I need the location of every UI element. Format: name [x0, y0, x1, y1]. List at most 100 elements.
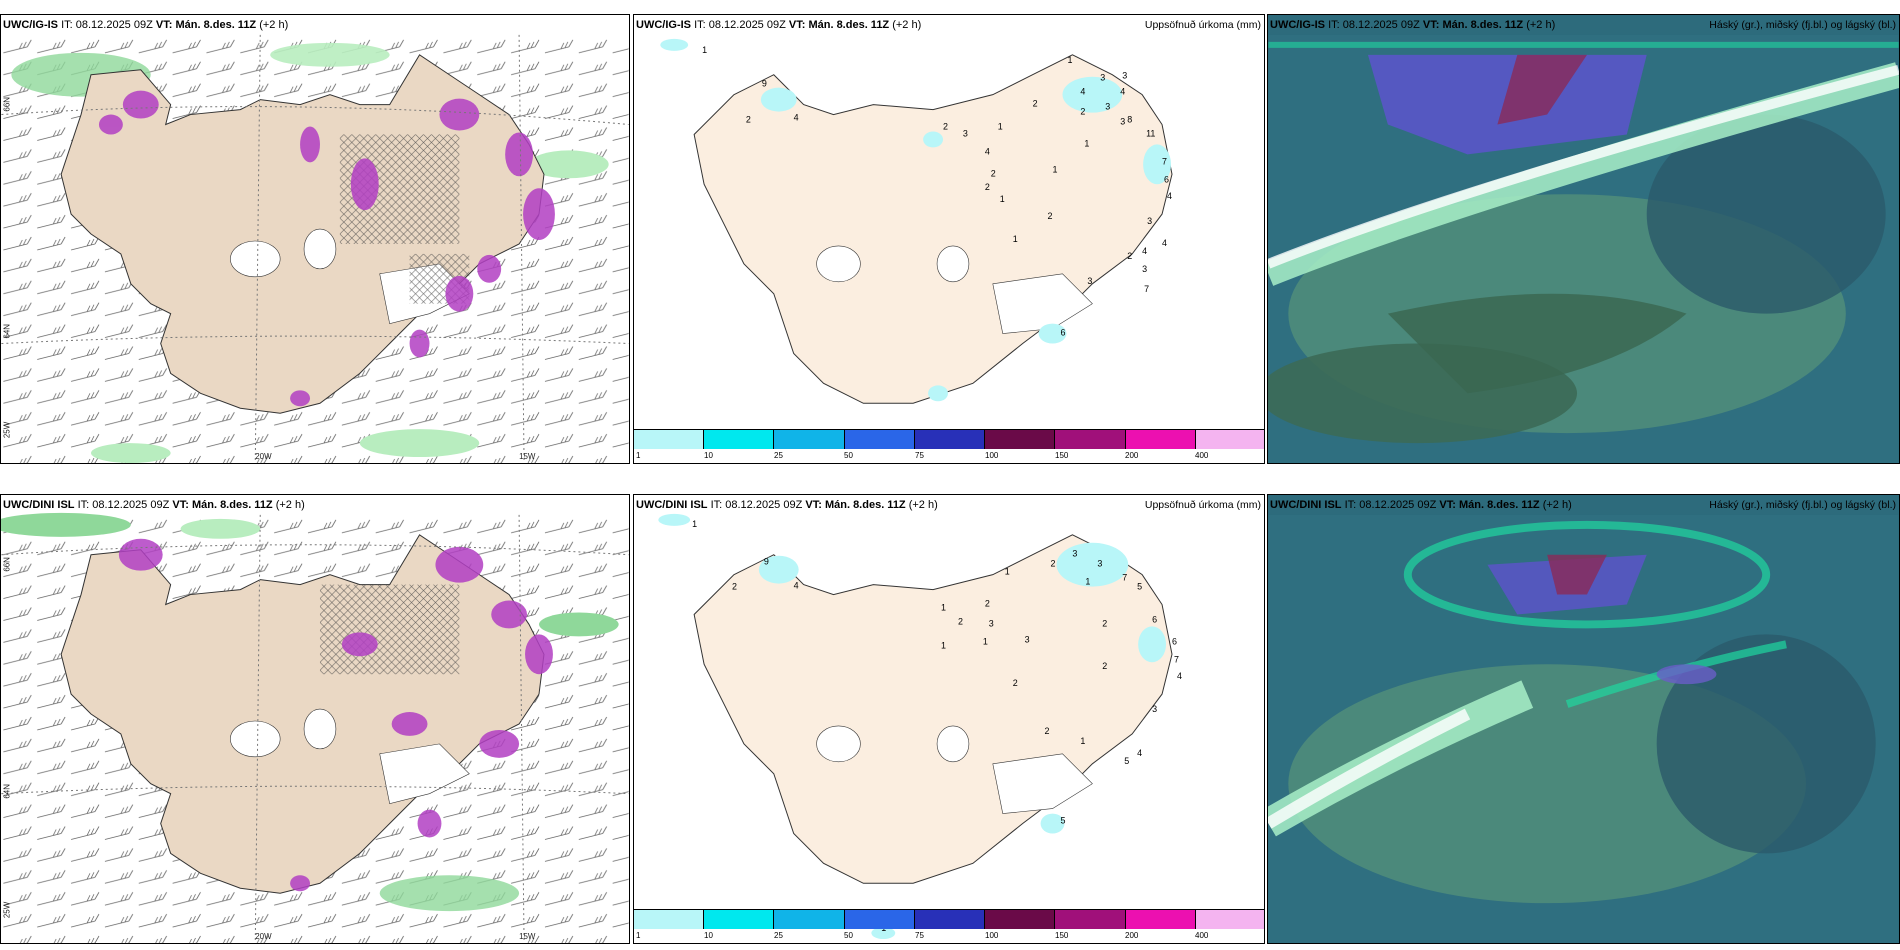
panel-header: UWC/IG-IS IT: 08.12.2025 09Z VT: Mán. 8.… — [636, 19, 922, 31]
svg-text:3: 3 — [1100, 73, 1105, 83]
svg-text:1: 1 — [1005, 567, 1010, 577]
panel-top-left-wind: UWC/IG-IS IT: 08.12.2025 09Z VT: Mán. 8.… — [0, 14, 630, 464]
colorbar-bin — [704, 430, 775, 449]
svg-text:6: 6 — [1172, 636, 1177, 646]
svg-text:2: 2 — [1033, 99, 1038, 109]
svg-text:3: 3 — [1105, 102, 1110, 112]
colorbar-bin — [704, 910, 775, 929]
svg-text:3: 3 — [1122, 71, 1127, 81]
svg-text:2: 2 — [1045, 726, 1050, 736]
svg-text:1: 1 — [1084, 138, 1089, 148]
svg-text:2: 2 — [1013, 678, 1018, 688]
svg-text:2: 2 — [1080, 107, 1085, 117]
cloud-title: Háský (gr.), miðský (fj.bl.) og lágský (… — [1709, 19, 1896, 31]
svg-text:8: 8 — [1127, 115, 1132, 125]
svg-text:4: 4 — [1137, 748, 1142, 758]
svg-text:1: 1 — [983, 636, 988, 646]
svg-text:2: 2 — [985, 599, 990, 609]
svg-text:1: 1 — [1085, 577, 1090, 587]
svg-text:7: 7 — [1144, 284, 1149, 294]
svg-text:3: 3 — [1087, 276, 1092, 286]
panel-top-middle-precip: UWC/IG-IS IT: 08.12.2025 09Z VT: Mán. 8.… — [633, 14, 1265, 464]
colorbar-bin — [774, 910, 845, 929]
svg-text:1: 1 — [941, 602, 946, 612]
svg-text:5: 5 — [1124, 756, 1129, 766]
panel-header: UWC/DINI ISL IT: 08.12.2025 09Z VT: Mán.… — [1270, 499, 1572, 511]
cloud-map — [1268, 514, 1899, 943]
svg-text:1: 1 — [1000, 194, 1005, 204]
svg-text:4: 4 — [794, 581, 799, 591]
svg-text:2: 2 — [1051, 559, 1056, 569]
svg-text:4: 4 — [1167, 191, 1172, 201]
colorbar-bin — [985, 910, 1056, 929]
colorbar-bin — [1125, 910, 1196, 929]
precip-title: Uppsöfnuð úrkoma (mm) — [1144, 499, 1261, 511]
svg-text:3: 3 — [1147, 216, 1152, 226]
colorbar-bin — [844, 910, 915, 929]
colorbar-bin — [1195, 430, 1264, 449]
wind-map: 20W 15W 66N 64N 25W — [1, 34, 629, 463]
svg-text:2: 2 — [958, 616, 963, 626]
svg-text:2: 2 — [732, 582, 737, 592]
svg-text:3: 3 — [1025, 634, 1030, 644]
svg-text:4: 4 — [985, 146, 990, 156]
svg-text:6: 6 — [1164, 174, 1169, 184]
colorbar-bin — [1055, 910, 1126, 929]
svg-text:2: 2 — [1102, 661, 1107, 671]
svg-text:2: 2 — [991, 168, 996, 178]
panel-top-right-clouds: UWC/IG-IS IT: 08.12.2025 09Z VT: Mán. 8.… — [1267, 14, 1900, 464]
lat-label-66n: 66N — [2, 97, 11, 112]
svg-text:1: 1 — [1053, 164, 1058, 174]
svg-text:7: 7 — [1174, 654, 1179, 664]
svg-text:1: 1 — [702, 45, 707, 55]
svg-text:1: 1 — [941, 640, 946, 650]
panel-header: UWC/IG-IS IT: 08.12.2025 09Z VT: Mán. 8.… — [1270, 19, 1556, 31]
lon-label-20w: 20W — [255, 452, 272, 461]
svg-text:4: 4 — [1142, 246, 1147, 256]
colorbar-bin — [1055, 430, 1126, 449]
svg-text:7: 7 — [1162, 156, 1167, 166]
svg-text:7: 7 — [1122, 573, 1127, 583]
panel-header: UWC/IG-IS IT: 08.12.2025 09Z VT: Mán. 8.… — [3, 19, 289, 31]
precip-title: Uppsöfnuð úrkoma (mm) — [1144, 19, 1261, 31]
colorbar-bin — [634, 430, 705, 449]
svg-text:4: 4 — [1177, 671, 1182, 681]
panel-header: UWC/DINI ISL IT: 08.12.2025 09Z VT: Mán.… — [636, 499, 938, 511]
lat-label-66n: 66N — [2, 557, 11, 572]
svg-text:1: 1 — [1013, 234, 1018, 244]
panel-header: UWC/DINI ISL IT: 08.12.2025 09Z VT: Mán.… — [3, 499, 305, 511]
svg-text:2: 2 — [1048, 211, 1053, 221]
svg-text:11: 11 — [1146, 128, 1155, 138]
precip-map: 1 2 9 4 3 3 1 5 7 6 2 2 1 3 2 6 7 4 2 3 … — [658, 513, 1182, 940]
svg-text:2: 2 — [943, 121, 948, 131]
lat-label-64n: 64N — [2, 784, 11, 799]
svg-text:4: 4 — [1162, 238, 1167, 248]
colorbar-bin — [1195, 910, 1264, 929]
wind-map: 20W 15W 66N 64N 25W — [1, 512, 629, 943]
colorbar-bin — [634, 910, 705, 929]
lat-label-64n: 64N — [2, 324, 11, 339]
colorbar — [634, 909, 1264, 929]
lon-label-15w: 15W — [519, 932, 536, 941]
svg-text:5: 5 — [1137, 582, 1142, 592]
svg-text:6: 6 — [1061, 328, 1066, 338]
svg-text:3: 3 — [1072, 549, 1077, 559]
svg-text:3: 3 — [1152, 704, 1157, 714]
cloud-map — [1268, 34, 1899, 463]
panel-bottom-right-clouds: UWC/DINI ISL IT: 08.12.2025 09Z VT: Mán.… — [1267, 494, 1900, 944]
colorbar-bin — [914, 910, 986, 929]
svg-text:4: 4 — [1080, 87, 1085, 97]
svg-text:3: 3 — [1142, 264, 1147, 274]
svg-text:9: 9 — [762, 79, 767, 89]
svg-text:3: 3 — [963, 128, 968, 138]
svg-text:1: 1 — [998, 121, 1003, 131]
panel-bottom-middle-precip: UWC/DINI ISL IT: 08.12.2025 09Z VT: Mán.… — [633, 494, 1265, 944]
svg-text:1: 1 — [1080, 736, 1085, 746]
svg-text:2: 2 — [985, 182, 990, 192]
colorbar-bin — [774, 430, 845, 449]
svg-text:9: 9 — [764, 557, 769, 567]
svg-text:4: 4 — [794, 113, 799, 123]
svg-text:2: 2 — [1102, 618, 1107, 628]
colorbar-bin — [844, 430, 915, 449]
svg-text:1: 1 — [692, 519, 697, 529]
